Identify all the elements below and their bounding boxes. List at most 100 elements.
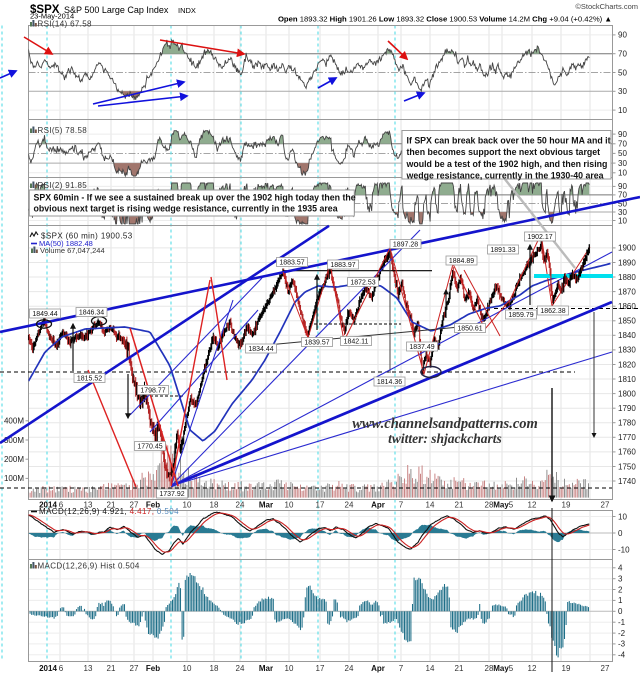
svg-text:30: 30 (618, 87, 627, 96)
svg-text:14: 14 (426, 664, 435, 673)
svg-text:90: 90 (618, 130, 627, 139)
svg-text:10: 10 (285, 664, 294, 673)
svg-text:50: 50 (618, 68, 627, 77)
svg-text:1800: 1800 (618, 389, 636, 398)
svg-text:1850.61: 1850.61 (457, 326, 482, 333)
svg-text:May: May (493, 664, 509, 673)
svg-text:1830: 1830 (618, 346, 636, 355)
svg-text:1790: 1790 (618, 404, 636, 413)
svg-text:Open 1893.32 High 1901.26 Low: Open 1893.32 High 1901.26 Low 1893.32 Cl… (278, 15, 612, 24)
svg-text:400M: 400M (4, 417, 24, 426)
svg-text:1850: 1850 (618, 317, 636, 326)
svg-text:SPX 60min - If we see a sustai: SPX 60min - If we see a sustained break … (34, 193, 356, 203)
svg-text:If SPX can break back over the: If SPX can break back over the 50 hour M… (407, 136, 611, 146)
svg-text:7: 7 (399, 664, 404, 673)
svg-text:1880: 1880 (618, 273, 636, 282)
svg-text:1770.45: 1770.45 (137, 444, 162, 451)
svg-text:1834.44: 1834.44 (248, 346, 273, 353)
svg-text:13: 13 (84, 664, 93, 673)
svg-text:RSI(14) 67.58: RSI(14) 67.58 (38, 20, 93, 29)
svg-text:1890: 1890 (618, 258, 636, 267)
svg-text:1883.57: 1883.57 (279, 260, 304, 267)
svg-text:-2: -2 (618, 629, 626, 638)
svg-text:wedge resistance, currently in: wedge resistance, currently in the 1930-… (406, 171, 604, 181)
svg-text:12: 12 (528, 664, 537, 673)
svg-text:90: 90 (618, 182, 627, 191)
svg-text:May: May (493, 501, 509, 510)
svg-text:MACD(12,26,9) Hist 0.504: MACD(12,26,9) Hist 0.504 (38, 562, 140, 571)
svg-text:50: 50 (618, 199, 627, 208)
svg-text:2: 2 (618, 585, 623, 594)
svg-text:Feb: Feb (146, 501, 160, 510)
svg-text:10: 10 (183, 664, 192, 673)
svg-text:1872.53: 1872.53 (350, 280, 375, 287)
svg-text:1902.17: 1902.17 (527, 234, 552, 241)
svg-text:4: 4 (618, 564, 623, 573)
svg-text:www.channelsandpatterns.com: www.channelsandpatterns.com (352, 416, 538, 432)
svg-text:-4: -4 (618, 651, 626, 660)
svg-text:1891.33: 1891.33 (490, 247, 515, 254)
svg-text:1810: 1810 (618, 375, 636, 384)
svg-text:1883.97: 1883.97 (330, 262, 355, 269)
svg-text:1737.92: 1737.92 (159, 491, 184, 498)
svg-text:13: 13 (84, 501, 93, 510)
svg-text:200M: 200M (4, 455, 24, 464)
svg-text:24: 24 (345, 664, 354, 673)
svg-text:1839.57: 1839.57 (304, 340, 329, 347)
svg-text:30: 30 (618, 208, 627, 217)
svg-text:50: 50 (618, 149, 627, 158)
svg-text:2014: 2014 (39, 664, 57, 673)
svg-text:19: 19 (562, 664, 571, 673)
svg-text:12: 12 (528, 501, 537, 510)
svg-text:1814.36: 1814.36 (377, 379, 402, 386)
svg-text:21: 21 (455, 501, 464, 510)
svg-text:RSI(5) 78.58: RSI(5) 78.58 (38, 126, 88, 135)
svg-text:1846.34: 1846.34 (79, 310, 104, 317)
svg-text:0: 0 (618, 607, 623, 616)
svg-text:300M: 300M (4, 436, 24, 445)
svg-text:10: 10 (618, 512, 627, 521)
svg-text:17: 17 (316, 664, 325, 673)
svg-text:0: 0 (618, 529, 623, 538)
svg-text:1840: 1840 (618, 331, 636, 340)
svg-text:27: 27 (130, 664, 139, 673)
svg-text:100M: 100M (4, 474, 24, 483)
svg-text:INDX: INDX (178, 6, 196, 15)
svg-text:17: 17 (316, 501, 325, 510)
svg-text:1815.52: 1815.52 (77, 376, 102, 383)
svg-text:1770: 1770 (618, 433, 636, 442)
svg-text:twitter: shjackcharts: twitter: shjackcharts (388, 431, 502, 446)
svg-text:Volume 67,047,244: Volume 67,047,244 (40, 246, 105, 255)
svg-text:-1: -1 (618, 618, 626, 627)
svg-text:70: 70 (618, 140, 627, 149)
svg-text:Mar: Mar (259, 501, 273, 510)
svg-text:10: 10 (618, 106, 627, 115)
svg-text:-3: -3 (618, 640, 626, 649)
svg-text:1870: 1870 (618, 287, 636, 296)
svg-text:MACD(12,26,9) 4.921, 4.417, 0.: MACD(12,26,9) 4.921, 4.417, 0.504 (39, 507, 179, 516)
svg-text:$SPX: $SPX (30, 4, 60, 16)
svg-text:1897.28: 1897.28 (393, 242, 418, 249)
svg-text:1820: 1820 (618, 360, 636, 369)
svg-text:7: 7 (399, 501, 404, 510)
svg-text:10: 10 (285, 501, 294, 510)
svg-text:1900: 1900 (618, 244, 636, 253)
svg-text:19: 19 (562, 501, 571, 510)
svg-text:6: 6 (59, 664, 64, 673)
svg-text:1760: 1760 (618, 448, 636, 457)
svg-text:10: 10 (618, 169, 627, 178)
svg-text:10: 10 (183, 501, 192, 510)
svg-text:5: 5 (509, 501, 514, 510)
svg-text:MA(50) 1882.48: MA(50) 1882.48 (39, 239, 93, 248)
svg-text:Feb: Feb (146, 664, 160, 673)
svg-text:28: 28 (485, 664, 494, 673)
svg-text:5: 5 (509, 664, 514, 673)
svg-text:1740: 1740 (618, 477, 636, 486)
svg-text:Apr: Apr (371, 664, 385, 673)
svg-text:then becomes support the next: then becomes support the next obvious ta… (407, 147, 601, 157)
svg-text:27: 27 (601, 501, 610, 510)
svg-text:24: 24 (345, 501, 354, 510)
svg-text:24: 24 (236, 664, 245, 673)
svg-text:1780: 1780 (618, 419, 636, 428)
svg-text:©StockCharts.com: ©StockCharts.com (575, 2, 638, 11)
